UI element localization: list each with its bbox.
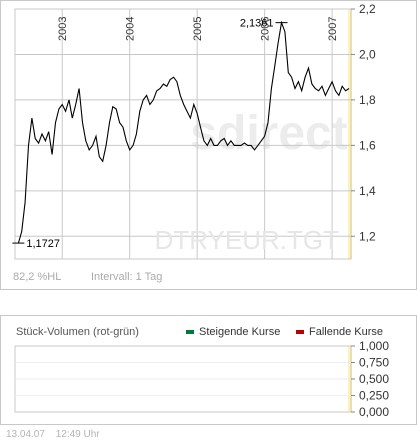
y-tick-label: 1,4 (359, 184, 376, 198)
volume-tick-label: 0,500 (359, 372, 389, 386)
footer-date: 13.04.07 (6, 429, 45, 440)
legend-rising-swatch (186, 330, 194, 334)
y-tick-label: 1,8 (359, 93, 376, 107)
y-tick-label: 1,2 (359, 229, 376, 243)
x-tick-label: 2003 (57, 17, 69, 41)
y-tick-label: 2,0 (359, 47, 376, 61)
volume-tick-label: 1,000 (359, 339, 389, 353)
volume-tick-label: 0,000 (359, 405, 389, 419)
legend-rising-label: Steigende Kurse (199, 326, 281, 338)
max-label: 2,1361 (240, 18, 274, 30)
latest-highlight-band (348, 9, 352, 259)
volume-tick-label: 0,750 (359, 356, 389, 370)
x-tick-label: 2006 (260, 17, 272, 41)
x-tick-label: 2005 (192, 17, 204, 41)
footer: 13.04.07 12:49 Uhr (6, 429, 108, 440)
legend-falling: Fallende Kurse (296, 326, 383, 338)
min-label: 1,1727 (26, 238, 60, 250)
x-tick-label: 2007 (327, 17, 339, 41)
range-stat: 82,2 %HL (13, 271, 61, 283)
y-tick-label: 1,6 (359, 138, 376, 152)
interval-stat: Intervall: 1 Tag (91, 271, 162, 283)
symbol-label: DTRYEUR.TGT (155, 225, 340, 255)
volume-chart-panel: 1,000 0,750 0,500 0,250 0,000 (0, 315, 417, 425)
legend-rising: Steigende Kurse (186, 326, 280, 338)
x-tick-label: 2004 (125, 17, 137, 41)
price-line (17, 20, 350, 244)
footer-time: 12:49 Uhr (55, 429, 100, 440)
legend-falling-swatch (296, 330, 304, 334)
volume-chart: 1,000 0,750 0,500 0,250 0,000 (14, 339, 389, 419)
volume-tick-label: 0,250 (359, 389, 389, 403)
legend-falling-label: Fallende Kurse (309, 326, 383, 338)
price-chart-panel: sdirect 2003 2004 2005 2006 2007 1,2 1,4 1,6 1,8 2… (0, 0, 417, 290)
y-tick-label: 2,2 (359, 2, 376, 16)
volume-title: Stück-Volumen (rot-grün) (16, 326, 139, 338)
